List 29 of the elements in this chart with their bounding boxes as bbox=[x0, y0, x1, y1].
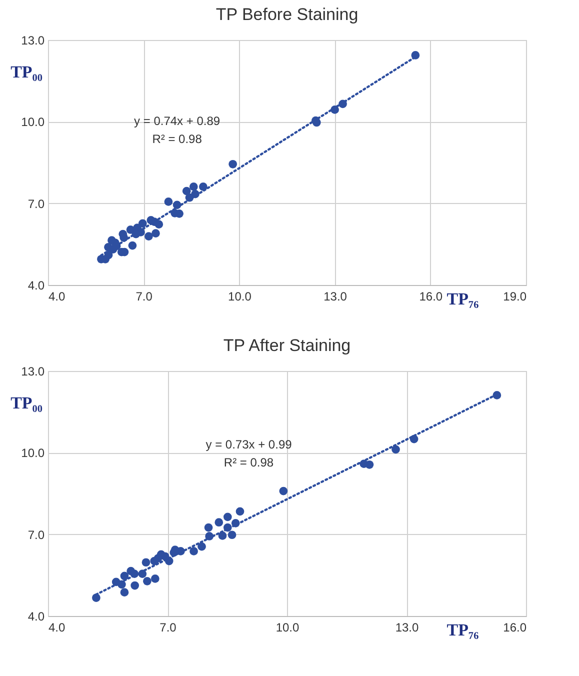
annotation: R² = 0.98 bbox=[152, 132, 202, 146]
y-tick-label: 10.0 bbox=[21, 115, 45, 130]
chart-title: TP After Staining bbox=[223, 336, 351, 355]
x-axis-title: TP₇₆ bbox=[446, 620, 479, 640]
y-axis-title: TP₀₀ bbox=[10, 62, 42, 82]
y-tick-label: 7.0 bbox=[28, 196, 45, 211]
y-tick-label: 10.0 bbox=[21, 446, 45, 460]
y-tick-label: 4.0 bbox=[28, 610, 45, 624]
annotation: R² = 0.98 bbox=[224, 456, 274, 470]
y-tick-label: 13.0 bbox=[21, 34, 45, 48]
x-tick-label: 4.0 bbox=[48, 620, 66, 634]
annotation: y = 0.73x + 0.99 bbox=[206, 438, 292, 452]
x-tick-label: 19.0 bbox=[503, 290, 527, 304]
annotation: y = 0.74x + 0.89 bbox=[134, 114, 220, 128]
chart-title: TP Before Staining bbox=[216, 5, 358, 24]
x-tick-label: 7.0 bbox=[136, 290, 153, 304]
y-tick-label: 4.0 bbox=[28, 278, 45, 292]
y-tick-label: 7.0 bbox=[28, 528, 45, 542]
y-tick-label: 13.0 bbox=[21, 364, 45, 378]
x-tick-label: 13.0 bbox=[324, 290, 348, 304]
x-tick-label: 4.0 bbox=[48, 290, 66, 304]
x-axis-title: TP₇₆ bbox=[446, 290, 479, 308]
x-tick-label: 16.0 bbox=[503, 620, 527, 634]
x-tick-label: 13.0 bbox=[395, 620, 419, 634]
x-tick-label: 10.0 bbox=[228, 290, 252, 304]
x-tick-label: 7.0 bbox=[160, 620, 177, 634]
x-tick-label: 16.0 bbox=[419, 290, 443, 304]
x-tick-label: 10.0 bbox=[276, 620, 300, 634]
y-axis-title: TP₀₀ bbox=[10, 393, 42, 412]
